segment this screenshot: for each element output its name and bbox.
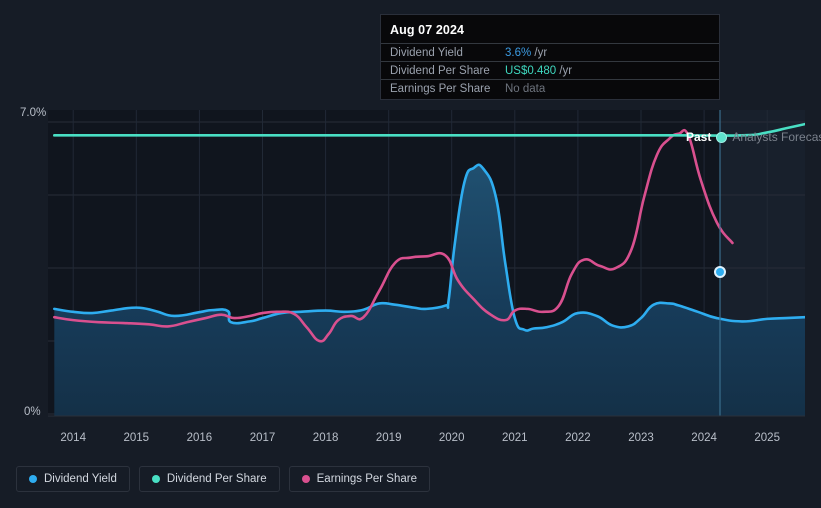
- legend-color-dot: [301, 475, 310, 483]
- analysts-forecast-label: Analysts Forecast: [732, 130, 821, 144]
- dividend-yield-line: [53, 163, 805, 332]
- forecast-marker-icon: [716, 131, 728, 143]
- chart-legend: Dividend Yield Dividend Per Share Earnings…: [16, 466, 430, 492]
- legend-item-earnings-per-share[interactable]: Earnings Per Share: [288, 466, 430, 492]
- tooltip-row-label: Earnings Per Share: [390, 82, 491, 95]
- earnings-per-share-line: [53, 128, 734, 343]
- x-axis-tick-2017: 2017: [249, 432, 276, 444]
- x-axis-tick-2021: 2021: [502, 432, 528, 444]
- x-axis-tick-2016: 2016: [186, 432, 213, 444]
- legend-color-dot: [151, 475, 160, 483]
- x-axis-tick-2015: 2015: [123, 432, 150, 444]
- tooltip-row-value: No data: [505, 82, 546, 95]
- dividend-yield-area: [54, 164, 805, 416]
- x-axis-tick-2019: 2019: [375, 432, 402, 444]
- past-label: Past: [686, 130, 712, 144]
- x-axis-tick-2018: 2018: [312, 432, 339, 444]
- tooltip-date: Aug 07 2024: [390, 23, 465, 37]
- x-axis-tick-2022: 2022: [565, 432, 591, 444]
- tooltip-row: Dividend Per Share US$0.480 /yr: [381, 61, 719, 79]
- x-axis-tick-2025: 2025: [754, 432, 780, 444]
- tooltip-row-label: Dividend Per Share: [390, 64, 490, 77]
- x-axis-tick-2020: 2020: [438, 432, 465, 444]
- tooltip-row-value: 3.6% /yr: [505, 46, 548, 59]
- tooltip-row: Dividend Yield 3.6% /yr: [381, 43, 719, 61]
- chart-tooltip: Aug 07 2024 Dividend Yield 3.6% /yr Divide…: [380, 14, 720, 100]
- tooltip-row: Earnings Per Share No data: [381, 79, 719, 97]
- tooltip-rows: Dividend Yield 3.6% /yr Dividend Per Share…: [381, 43, 719, 97]
- x-axis-tick-2024: 2024: [691, 432, 717, 444]
- legend-item-dividend-per-share[interactable]: Dividend Per Share: [138, 466, 280, 492]
- past-forecast-label: Past Analysts Forecast: [686, 130, 821, 144]
- x-axis-tick-2014: 2014: [60, 432, 86, 444]
- legend-item-dividend-yield[interactable]: Dividend Yield: [16, 466, 130, 492]
- x-axis-tick-2023: 2023: [628, 432, 654, 444]
- legend-color-dot: [29, 475, 37, 483]
- legend-item-label: Dividend Yield: [44, 473, 117, 485]
- hover-marker-dot[interactable]: [714, 266, 726, 278]
- legend-item-label: Earnings Per Share: [316, 473, 417, 485]
- tooltip-row-label: Dividend Yield: [390, 46, 463, 59]
- legend-item-label: Dividend Per Share: [166, 473, 267, 485]
- dividend-per-share-line: [53, 122, 805, 137]
- y-axis-label-min: 0%: [24, 406, 41, 418]
- y-axis-label-max: 7.0%: [20, 107, 47, 119]
- tooltip-row-value: US$0.480 /yr: [505, 64, 573, 77]
